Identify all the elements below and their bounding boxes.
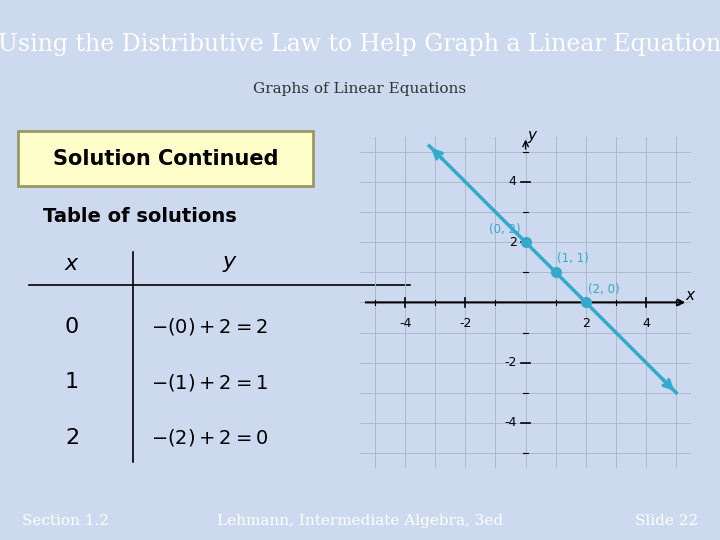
- Text: -2: -2: [459, 318, 472, 330]
- Text: -2: -2: [504, 356, 516, 369]
- Text: (0, 2): (0, 2): [490, 223, 521, 236]
- Text: $x$: $x$: [64, 254, 80, 274]
- Text: Graphs of Linear Equations: Graphs of Linear Equations: [253, 82, 467, 96]
- Text: -4: -4: [504, 416, 516, 429]
- FancyBboxPatch shape: [18, 131, 313, 186]
- Text: 2: 2: [65, 428, 79, 448]
- Text: x: x: [685, 288, 694, 303]
- Text: 1: 1: [65, 373, 79, 393]
- Text: 2: 2: [582, 318, 590, 330]
- Text: $-(2)+2=0$: $-(2)+2=0$: [151, 427, 269, 448]
- Text: $y$: $y$: [222, 254, 238, 274]
- Text: Solution Continued: Solution Continued: [53, 148, 279, 168]
- Text: 4: 4: [642, 318, 650, 330]
- Text: -4: -4: [399, 318, 411, 330]
- Text: (2, 0): (2, 0): [588, 284, 620, 296]
- Text: $-(1)+2=1$: $-(1)+2=1$: [151, 372, 268, 393]
- Text: y: y: [528, 128, 536, 143]
- Text: Lehmann, Intermediate Algebra, 3ed: Lehmann, Intermediate Algebra, 3ed: [217, 514, 503, 528]
- Text: 4: 4: [509, 176, 516, 188]
- Text: Slide 22: Slide 22: [635, 514, 698, 528]
- Text: $-(0)+2=2$: $-(0)+2=2$: [151, 316, 268, 338]
- Text: Using the Distributive Law to Help Graph a Linear Equation: Using the Distributive Law to Help Graph…: [0, 33, 720, 56]
- Text: Table of solutions: Table of solutions: [43, 207, 237, 226]
- Text: 0: 0: [65, 317, 79, 337]
- Text: Section 1.2: Section 1.2: [22, 514, 109, 528]
- Text: (1, 1): (1, 1): [557, 252, 589, 265]
- Text: 2: 2: [509, 235, 516, 249]
